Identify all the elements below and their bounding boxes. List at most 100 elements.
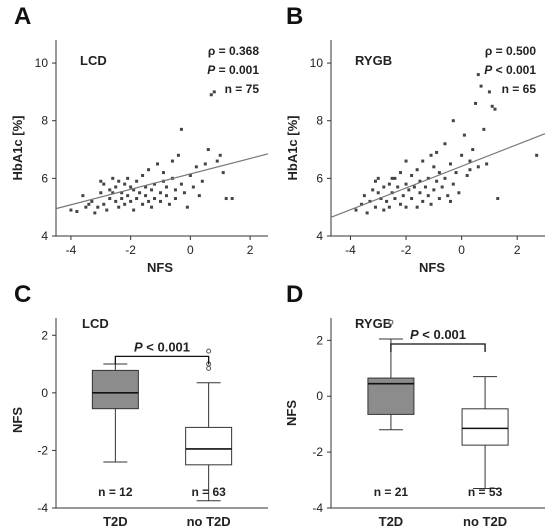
data-point [156,162,160,166]
data-point [393,197,397,201]
group-n-label: n = 21 [374,485,409,499]
panel-d: D RYGB -4 -2 0 2 n = 21 T2D n = 53 no T2D P < 0.… [284,281,545,529]
data-point [407,188,411,192]
data-point [197,194,201,198]
data-point [396,185,400,189]
data-point [423,185,427,189]
data-point [371,188,375,192]
y-tick-label: 4 [41,229,48,243]
data-point [426,176,430,180]
data-point [126,176,130,180]
data-point [432,188,436,192]
data-point [141,202,145,206]
data-point [209,93,213,97]
y-tick-label: -2 [312,445,323,459]
data-point [485,162,489,166]
box [461,408,509,446]
data-point [126,194,130,198]
data-point [147,199,151,203]
data-point [437,171,441,175]
data-point [173,188,177,192]
data-point [462,133,466,137]
data-point [69,208,73,212]
outlier-point [206,348,212,354]
data-point [454,171,458,175]
y-tick-label: -4 [37,501,48,515]
data-point [362,194,366,198]
data-point [132,208,136,212]
data-point [164,185,168,189]
y-tick-label: 10 [35,56,49,70]
data-point [191,185,195,189]
x-tick-label: -4 [345,243,356,257]
data-point [385,199,389,203]
y-tick-label: 10 [310,56,324,70]
box [185,426,233,466]
x-tick-label: -4 [66,243,77,257]
data-point [138,191,142,195]
data-point [435,150,439,154]
data-point [111,176,115,180]
x-tick-label: 2 [514,243,521,257]
data-point [487,90,491,94]
group-label: no T2D [463,514,507,529]
panel-letter-a: A [14,3,31,30]
rho-value: ρ = 0.500 [485,44,536,58]
data-point [429,153,433,157]
x-tick-label: -2 [401,243,412,257]
data-point [176,153,180,157]
condition-label: LCD [82,316,109,331]
data-point [368,199,372,203]
data-point [446,194,450,198]
data-point [150,188,154,192]
data-point [224,197,228,201]
data-point [90,199,94,203]
data-point [200,179,204,183]
data-point [410,173,414,177]
data-point [150,205,154,209]
significance-bracket [114,355,210,365]
x-axis-label: NFS [419,260,445,275]
data-point [212,90,216,94]
data-point [418,179,422,183]
data-point [474,101,478,105]
n-value: n = 65 [502,82,537,96]
data-point [393,176,397,180]
data-point [382,208,386,212]
data-point [476,165,480,169]
data-point [108,197,112,201]
y-tick-label: 8 [41,114,48,128]
data-point [437,197,441,201]
scatter-plot-a: 4 6 8 10 -4 -2 0 2 [35,40,269,257]
data-point [206,148,210,152]
data-point [398,171,402,175]
data-point [354,208,358,212]
data-point [401,194,405,198]
data-point [203,162,207,166]
data-point [230,197,234,201]
data-point [376,191,380,195]
data-point [75,210,79,213]
data-point [390,176,394,180]
trend-line [55,153,269,210]
group-n-label: n = 12 [98,485,133,499]
data-point [221,171,225,175]
panel-c: C LCD -4 -2 0 2 n = 12 T2D n = 63 no T2D P < 0.0… [10,281,268,529]
data-point [159,191,163,195]
data-point [465,173,469,177]
data-point [449,199,453,203]
data-point [440,185,444,189]
y-tick-label: -2 [37,443,48,457]
data-point [415,168,419,172]
data-point [476,73,480,77]
trend-line [330,133,546,218]
data-point [404,182,408,186]
y-tick-label: 0 [41,386,48,400]
data-point [387,205,391,209]
group-n-label: n = 53 [468,485,503,499]
data-point [179,182,183,186]
data-point [161,171,165,175]
data-point [167,202,171,206]
data-point [102,182,106,186]
y-axis-label: NFS [284,400,299,426]
